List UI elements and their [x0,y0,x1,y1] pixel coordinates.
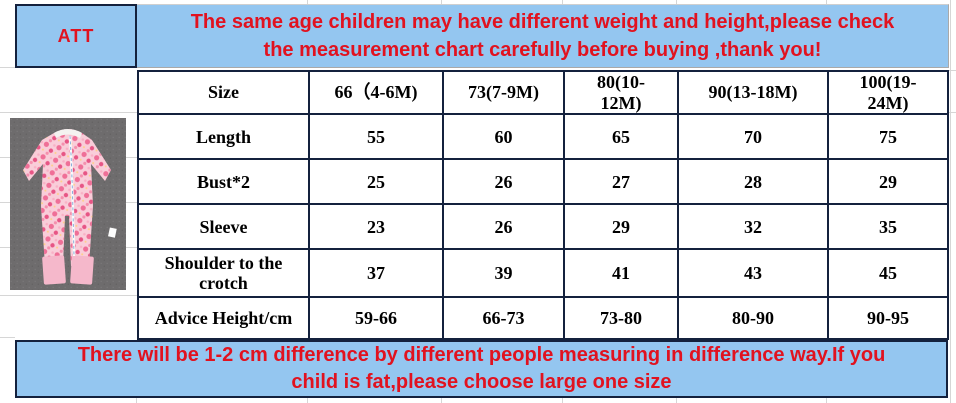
value-cell: 32 [677,203,829,251]
value-cell: 59-66 [308,296,444,341]
value-cell: 25 [308,158,444,206]
value-cell: 23 [308,203,444,251]
value-cell: 43 [677,248,829,299]
value-cell: 90-95 [827,296,949,341]
value-cell: 29 [563,203,679,251]
table-row-advice-height: Advice Height/cm 59-66 66-73 73-80 80-90… [137,296,949,341]
gridline [0,295,137,296]
bottom-warning-line2: child is fat,please choose large one siz… [291,371,672,393]
value-cell: 80-90 [677,296,829,341]
value-cell: 70 [677,113,829,161]
row-label-length: Length [137,113,310,161]
value-cell: 26 [442,158,565,206]
table-row-size: Size 66（4-6M) 73(7-9M) 80(10-12M) 90(13-… [137,69,949,116]
gridline [0,112,137,113]
product-photo [10,118,126,290]
gridline [0,337,15,338]
col-header-90: 90(13-18M) [677,69,829,116]
gridline [562,398,563,403]
value-cell: 28 [677,158,829,206]
value-cell: 35 [827,203,949,251]
measurement-table: Size 66（4-6M) 73(7-9M) 80(10-12M) 90(13-… [137,69,949,341]
row-label-bust: Bust*2 [137,158,310,206]
gridline [441,0,442,4]
att-label: ATT [57,25,95,46]
table-row-shoulder-crotch: Shoulder to the crotch 37 39 41 43 45 [137,248,949,299]
value-cell: 37 [308,248,444,299]
row-label-sleeve: Sleeve [137,203,310,251]
value-cell: 29 [827,158,949,206]
table-row-length: Length 55 60 65 70 75 [137,113,949,161]
gridline [676,398,677,403]
bottom-warning-line1: There will be 1-2 cm difference by diffe… [77,344,886,366]
top-warning-banner: The same age children may have different… [137,4,949,68]
value-cell: 66-73 [442,296,565,341]
gridline [441,398,442,403]
table-row-bust: Bust*2 25 26 27 28 29 [137,158,949,206]
value-cell: 65 [563,113,679,161]
value-cell: 75 [827,113,949,161]
gridline [0,67,15,68]
top-warning-line1: The same age children may have different… [190,11,895,33]
value-cell: 41 [563,248,679,299]
value-cell: 73-80 [563,296,679,341]
value-cell: 27 [563,158,679,206]
col-header-100: 100(19-24M) [827,69,949,116]
gridline [562,0,563,4]
gridline [676,0,677,4]
value-cell: 55 [308,113,444,161]
gridline [948,112,956,113]
romper-illustration [10,118,126,290]
bottom-warning-banner: There will be 1-2 cm difference by diffe… [15,340,948,398]
value-cell: 60 [442,113,565,161]
gridline [307,398,308,403]
col-header-66: 66（4-6M) [308,69,444,116]
col-header-73: 73(7-9M) [442,69,565,116]
gridline [307,0,308,4]
table-row-sleeve: Sleeve 23 26 29 32 35 [137,203,949,251]
gridline [136,398,137,403]
gridline [826,398,827,403]
col-header-size: Size [137,69,310,116]
row-label-shoulder-crotch: Shoulder to the crotch [137,248,310,299]
col-header-80: 80(10-12M) [563,69,679,116]
att-label-cell: ATT [15,4,137,68]
gridline [950,0,951,403]
value-cell: 39 [442,248,565,299]
gridline [948,70,956,71]
value-cell: 45 [827,248,949,299]
gridline [826,0,827,4]
top-warning-line2: the measurement chart carefully before b… [263,39,822,61]
row-label-advice-height: Advice Height/cm [137,296,310,341]
value-cell: 26 [442,203,565,251]
